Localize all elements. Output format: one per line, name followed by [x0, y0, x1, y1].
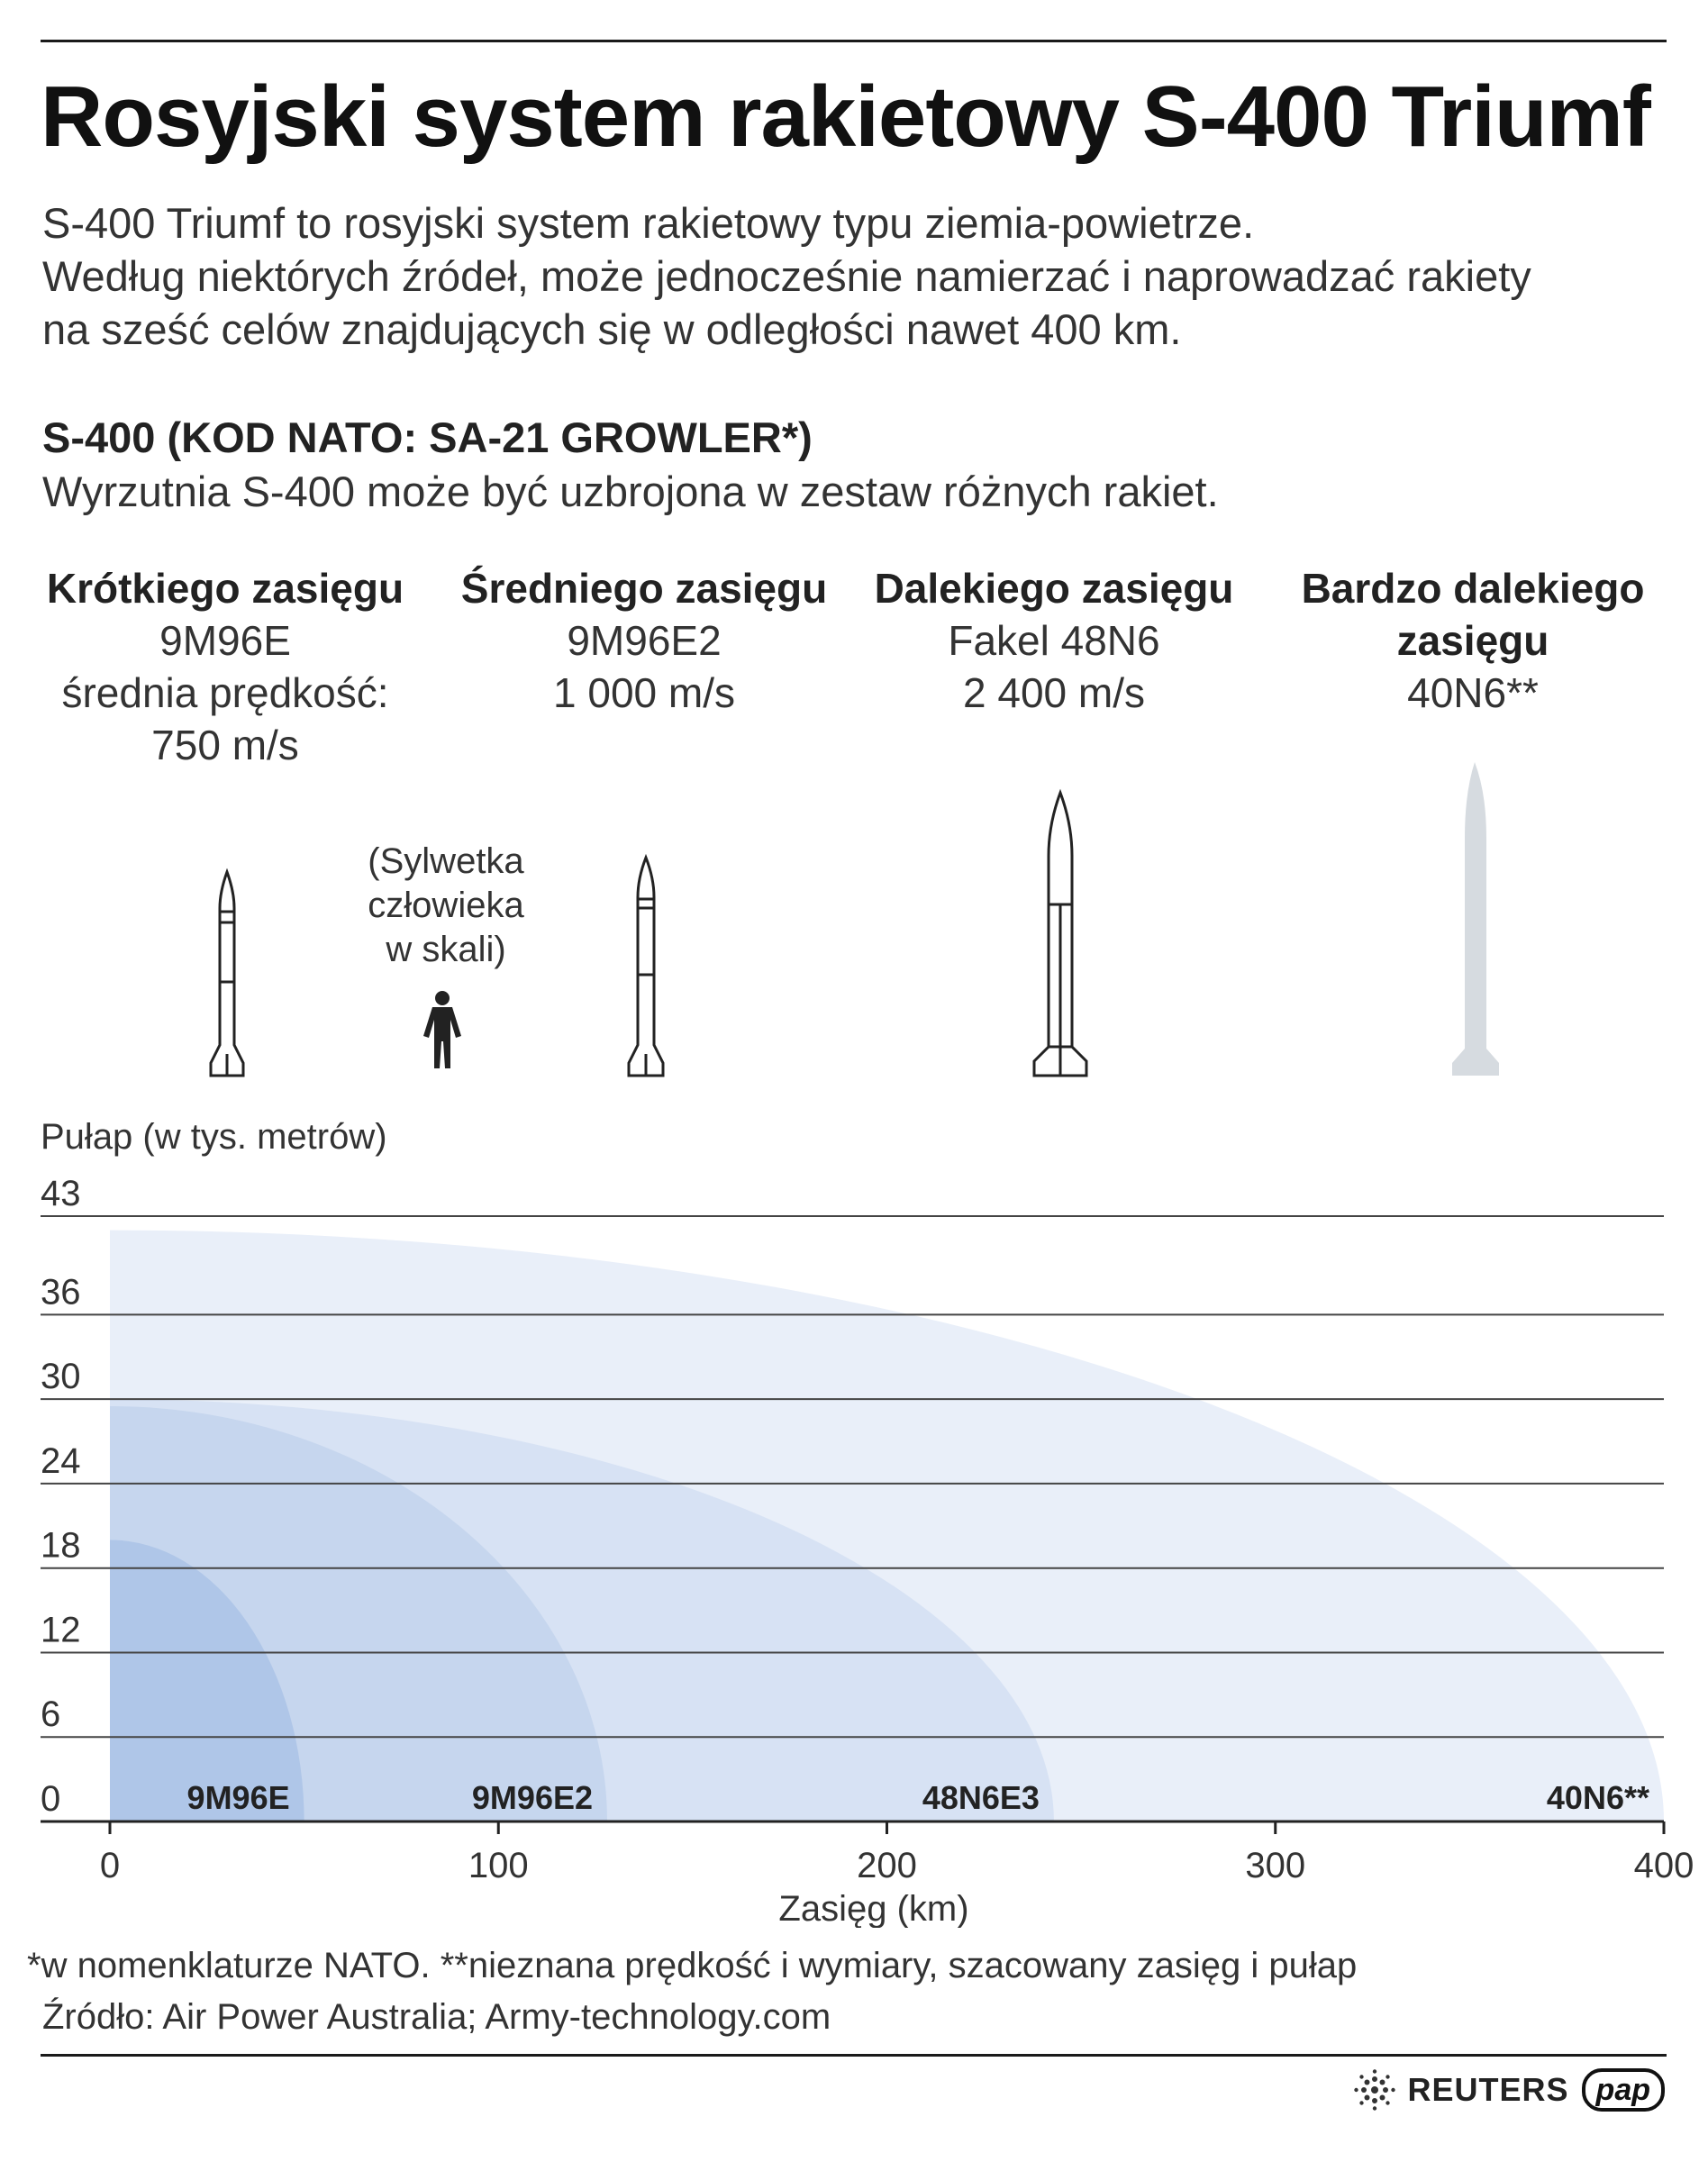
- scale-note-line: w skali): [386, 930, 506, 969]
- missile-class: Krótkiego zasięgu: [46, 565, 404, 612]
- missile-column-very-long: Bardzo dalekiego zasięgu 40N6**: [1266, 562, 1680, 719]
- page-title: Rosyjski system rakietowy S-400 Triumf: [41, 68, 1651, 165]
- y-tick-label: 30: [41, 1357, 81, 1396]
- x-tick-labels: 0 100 200 300 400: [100, 1821, 1694, 1885]
- missile-speed: 2 400 m/s: [963, 669, 1145, 716]
- missile-column-short: Krótkiego zasięgu 9M96E średnia prędkość…: [18, 562, 432, 771]
- y-tick-label: 24: [41, 1441, 81, 1481]
- missile-column-medium: Średniego zasięgu 9M96E2 1 000 m/s: [441, 562, 847, 719]
- scale-note: (Sylwetka człowieka w skali): [342, 840, 550, 972]
- x-tick-label: 300: [1245, 1846, 1305, 1885]
- missile-name: 9M96E: [159, 617, 291, 664]
- series-labels: 40N6** 48N6E3 9M96E2 9M96E: [187, 1779, 1649, 1816]
- missile-speed: 1 000 m/s: [553, 669, 735, 716]
- human-silhouette-icon: [423, 991, 461, 1068]
- y-tick-label: 18: [41, 1526, 81, 1566]
- reuters-logo-icon: [1353, 2069, 1395, 2111]
- missile-illustrations: [209, 762, 1499, 1077]
- footnote: *w nomenklaturze NATO. **nieznana prędko…: [27, 1946, 1358, 1985]
- y-tick-labels: 0 6 12 18 24 30 36 43: [41, 1174, 81, 1819]
- missile-9m96e-icon: [209, 868, 245, 1077]
- missile-48n6-icon: [1032, 788, 1088, 1077]
- intro-line-1: S-400 Triumf to rosyjski system rakietow…: [42, 199, 1255, 247]
- series-label: 40N6**: [1547, 1779, 1649, 1816]
- section-heading: S-400 (KOD NATO: SA-21 GROWLER*): [42, 413, 813, 461]
- x-axis-title: Zasięg (km): [778, 1889, 968, 1928]
- missile-name: 9M96E2: [567, 617, 722, 664]
- y-tick-label: 0: [41, 1779, 60, 1819]
- y-tick-label: 43: [41, 1174, 81, 1213]
- missile-class: Średniego zasięgu: [460, 565, 828, 612]
- bottom-rule: [41, 2054, 1667, 2057]
- top-rule: [41, 40, 1667, 42]
- intro-line-2: Według niektórych źródeł, może jednocześ…: [42, 252, 1531, 300]
- missile-name: 40N6**: [1407, 669, 1539, 716]
- reuters-wordmark: REUTERS: [1407, 2071, 1569, 2108]
- y-tick-label: 6: [41, 1694, 60, 1734]
- intro-text: S-400 Triumf to rosyjski system rakietow…: [42, 196, 1664, 356]
- scale-note-line: (Sylwetka: [368, 841, 524, 881]
- series-label: 48N6E3: [922, 1779, 1040, 1816]
- missile-name: Fakel 48N6: [948, 617, 1160, 664]
- missile-class: Bardzo dalekiego: [1301, 565, 1645, 612]
- missile-40n6-icon: [1452, 762, 1499, 1076]
- x-tick-label: 0: [100, 1846, 120, 1885]
- missile-speed: średnia prędkość:: [61, 669, 389, 716]
- intro-line-3: na sześć celów znajdujących się w odległ…: [42, 305, 1182, 353]
- grid-lines: [41, 1215, 1664, 1823]
- missile-9m96e2-icon: [627, 853, 665, 1077]
- y-tick-label: 36: [41, 1272, 81, 1312]
- missile-column-long: Dalekiego zasięgu Fakel 48N6 2 400 m/s: [851, 562, 1257, 719]
- x-tick-label: 100: [468, 1846, 529, 1885]
- missile-class: zasięgu: [1396, 617, 1549, 664]
- y-axis-title: Pułap (w tys. metrów): [41, 1117, 387, 1157]
- series-label: 9M96E2: [472, 1779, 593, 1816]
- y-tick-label: 12: [41, 1610, 81, 1649]
- scale-note-line: człowieka: [368, 886, 524, 925]
- x-tick-label: 200: [857, 1846, 917, 1885]
- credits: REUTERS pap: [1353, 2068, 1665, 2112]
- series-label: 9M96E: [187, 1779, 290, 1816]
- source: Źródło: Air Power Australia; Army-techno…: [42, 1997, 831, 2037]
- x-tick-label: 400: [1634, 1846, 1694, 1885]
- missile-class: Dalekiego zasięgu: [874, 565, 1234, 612]
- range-areas: [110, 1230, 1664, 1821]
- missile-speed: 750 m/s: [151, 722, 299, 768]
- range-area-9m96e: [110, 1540, 304, 1821]
- section-description: Wyrzutnia S-400 może być uzbrojona w zes…: [42, 468, 1219, 515]
- range-chart: 0 6 12 18 24 30 36 43 0 100 200 300 400 40N6** 48N6E…: [41, 1174, 1694, 1928]
- pap-logo: pap: [1581, 2068, 1665, 2112]
